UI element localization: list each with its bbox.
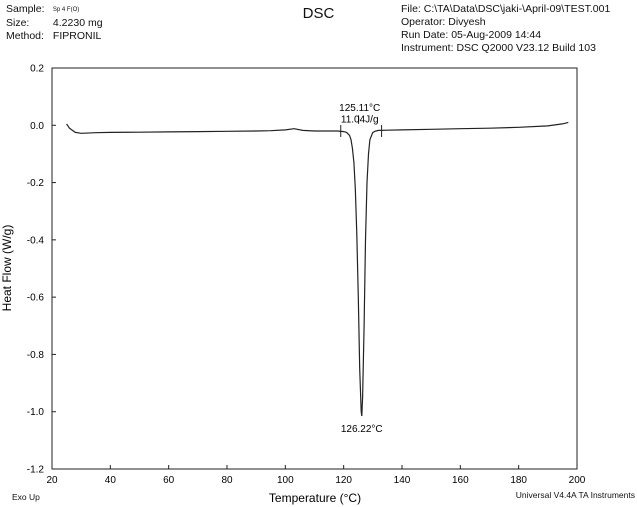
peak-annotation: 126.22°C <box>341 424 383 435</box>
sample-label: Sample: <box>6 3 45 15</box>
file-path: File: C:\TA\Data\DSC\jaki-\April-09\TEST… <box>401 3 611 15</box>
x-tick-label: 180 <box>510 475 527 486</box>
instrument: Instrument: DSC Q2000 V23.12 Build 103 <box>401 42 596 54</box>
x-tick-label: 20 <box>46 475 58 486</box>
x-tick-label: 80 <box>221 475 233 486</box>
y-axis: 0.2 0.0 -0.2 -0.4 -0.6 -0.8 -1.0 -1.2 <box>27 64 56 476</box>
y-axis-label: Heat Flow (W/g) <box>0 225 14 312</box>
x-tick-label: 100 <box>277 475 294 486</box>
run-info: File: C:\TA\Data\DSC\jaki-\April-09\TEST… <box>401 3 610 55</box>
size-label: Size: <box>6 17 30 29</box>
method-value: FIPRONIL <box>52 30 102 42</box>
sample-value: Sp 4 F(O) <box>52 7 80 13</box>
method-row: Method: FIPRONIL <box>6 30 103 43</box>
y-tick-label: -0.6 <box>27 293 45 304</box>
size-row: Size: 4.2230 mg <box>6 17 103 30</box>
x-tick-label: 120 <box>335 475 352 486</box>
peak-annotation: 11.04J/g <box>341 115 379 126</box>
sample-row: Sample: Sp 4 F(O) <box>6 3 103 17</box>
run-date: Run Date: 05-Aug-2009 14:44 <box>401 29 542 41</box>
x-tick-label: 140 <box>394 475 411 486</box>
method-label: Method: <box>6 30 44 42</box>
y-tick-label: -0.4 <box>27 235 45 246</box>
y-tick-label: 0.2 <box>30 64 44 75</box>
heat-flow-curve <box>66 121 569 417</box>
y-tick-label: -1.0 <box>27 407 45 418</box>
x-axis: 20 40 60 80 100 120 140 160 180 200 <box>46 465 586 486</box>
x-tick-label: 60 <box>163 475 175 486</box>
x-tick-label: 40 <box>105 475 117 486</box>
y-tick-label: -1.2 <box>27 465 45 476</box>
y-tick-label: -0.8 <box>27 350 45 361</box>
peak-annotations: 125.11°C11.04J/g 126.22°C <box>339 103 382 435</box>
chart-title: DSC <box>302 5 335 22</box>
plot-frame <box>51 67 578 470</box>
software-version: Universal V4.4A TA Instruments <box>515 490 635 500</box>
peak-annotation: 125.11°C <box>339 103 380 114</box>
y-tick-label: -0.2 <box>27 178 45 189</box>
sample-info: Sample: Sp 4 F(O) Size: 4.2230 mg Method… <box>6 3 103 43</box>
exo-up-label: Exo Up <box>12 492 40 502</box>
size-value: 4.2230 mg <box>52 17 103 29</box>
operator: Operator: Divyesh <box>401 16 486 28</box>
x-tick-label: 160 <box>452 475 469 486</box>
y-tick-label: 0.0 <box>30 121 44 132</box>
x-tick-label: 200 <box>569 475 586 486</box>
x-axis-label: Temperature (°C) <box>269 491 361 505</box>
